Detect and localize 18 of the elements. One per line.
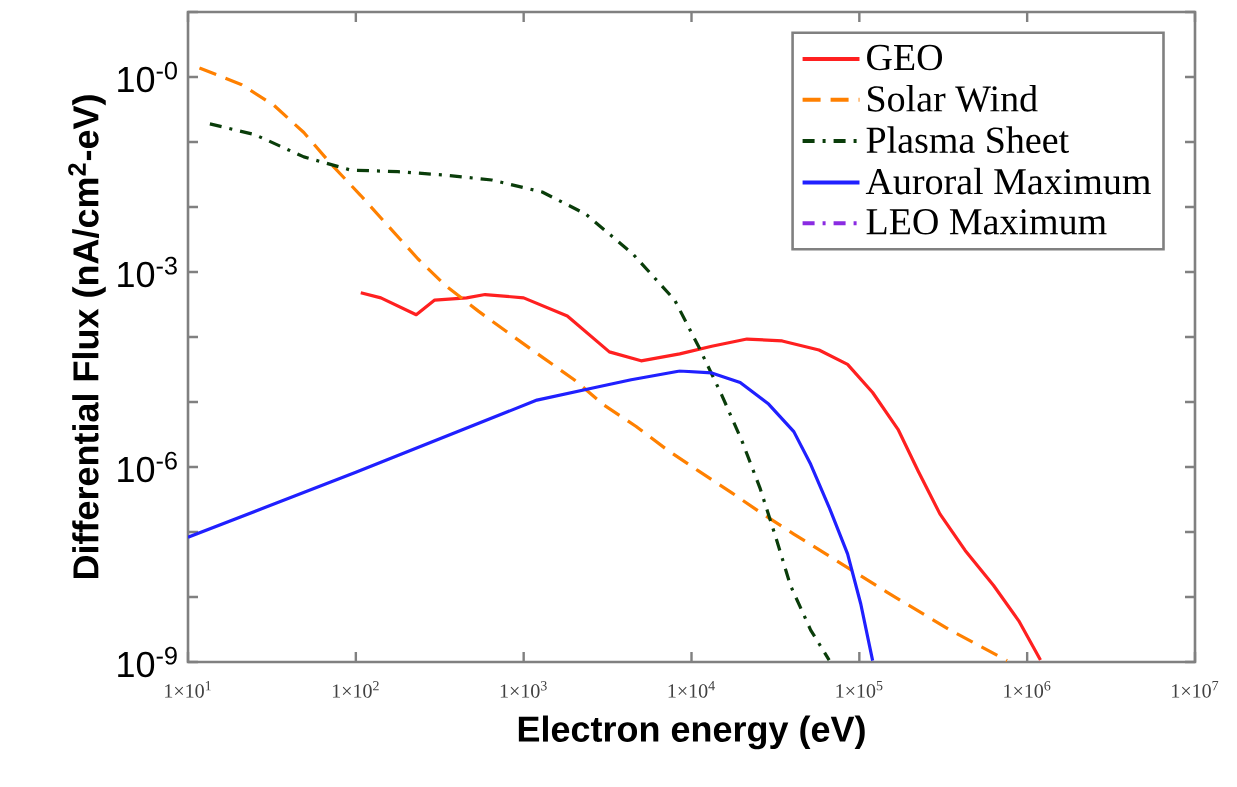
legend-label: Auroral Maximum — [865, 167, 1151, 195]
y-tick-label: 10$^{-3}$ — [118, 256, 177, 288]
y-tick-label: 10$^{-9}$ — [118, 646, 177, 678]
legend-label: Solar Wind — [868, 84, 1038, 112]
x-tick-label: 1×10$^{4}$ — [668, 681, 715, 698]
y-tick-label: 10$^{-6}$ — [118, 451, 177, 483]
x-axis-title: Electron energy (eV) — [518, 715, 865, 750]
legend-label: LEO Maximum — [866, 209, 1107, 235]
y-axis-title: Differential Flux (nA/cm$^{2}$-eV) — [68, 95, 106, 579]
x-tick-label: 1×10$^{7}$ — [1172, 681, 1219, 698]
x-tick-label: 1×10$^{5}$ — [836, 681, 883, 698]
y-tick-label: 10$^{-0}$ — [118, 61, 177, 93]
x-tick-label: 1×10$^{1}$ — [165, 681, 211, 698]
x-tick-label: 1×10$^{3}$ — [500, 681, 547, 698]
legend-label: GEO — [867, 44, 943, 71]
legend-label: Plasma Sheet — [866, 126, 1069, 154]
x-tick-label: 1×10$^{6}$ — [1004, 681, 1051, 698]
x-tick-label: 1×10$^{2}$ — [332, 681, 379, 698]
